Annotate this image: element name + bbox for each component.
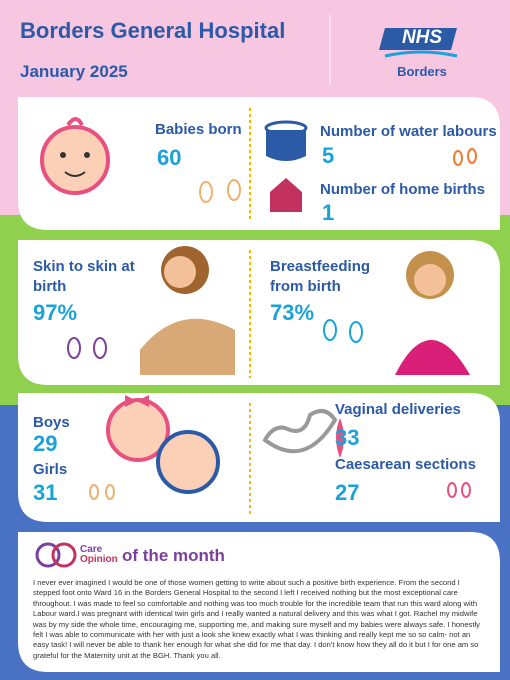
stat-value: 73%: [270, 300, 315, 325]
heading: of the month: [122, 546, 225, 565]
stat-label: Girls: [33, 461, 68, 478]
brand-bottom: Opinion: [80, 554, 118, 565]
stat-value: 33: [335, 425, 360, 450]
story: I never ever imagined I would be one of …: [33, 578, 480, 660]
logo-mark: NHS: [401, 27, 443, 48]
stat-value: 97%: [33, 300, 78, 325]
stat-label: Number of home births: [320, 181, 486, 198]
stat-label: Number of water labours: [320, 123, 497, 140]
brand-top: Care: [80, 544, 103, 555]
stat-value: 5: [322, 143, 335, 168]
stat-label: Babies born: [155, 121, 242, 138]
logo-org: Borders: [397, 64, 447, 79]
stat-label: Skin to skin at birth: [33, 258, 135, 295]
stat-value: 1: [322, 200, 335, 225]
stat-value: 27: [335, 480, 360, 505]
stat-value: 29: [33, 431, 58, 456]
stat-value: 60: [157, 145, 182, 170]
stat-label: Breastfeeding from birth: [270, 258, 371, 295]
title: Borders General Hospital: [20, 18, 286, 43]
stat-value: 31: [33, 480, 58, 505]
stat-label: Boys: [33, 414, 70, 431]
stat-label: Caesarean sections: [335, 456, 476, 473]
stat-label: Vaginal deliveries: [335, 401, 461, 418]
subtitle: January 2025: [20, 62, 128, 81]
